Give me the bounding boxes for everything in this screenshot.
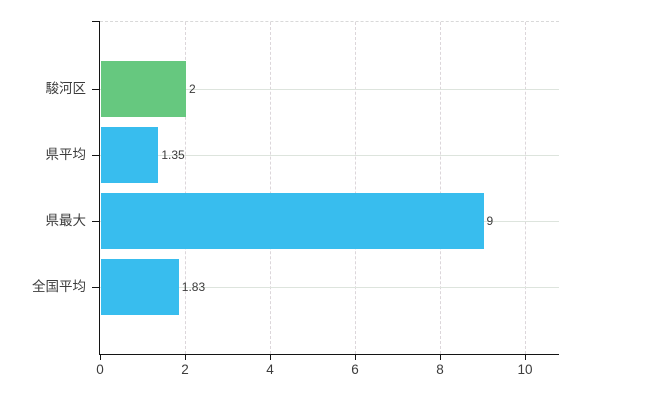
- x-axis-tick: [185, 355, 186, 360]
- bar: [101, 61, 186, 117]
- gridline-vertical: [270, 22, 271, 354]
- gridline-vertical: [355, 22, 356, 354]
- y-axis-tick: [92, 221, 100, 222]
- gridline-horizontal: [100, 155, 559, 156]
- bar-value-label: 1.83: [181, 280, 206, 294]
- x-tick-label: 0: [96, 362, 104, 377]
- gridline-vertical: [525, 22, 526, 354]
- x-tick-label: 6: [351, 362, 359, 377]
- x-axis-line: [99, 354, 559, 355]
- x-axis-tick: [525, 355, 526, 360]
- plot-top-border: [100, 21, 559, 22]
- bar: [101, 259, 179, 315]
- y-axis-end-tick: [92, 21, 100, 22]
- y-axis-tick: [92, 287, 100, 288]
- category-label: 県最大: [45, 213, 87, 228]
- x-axis-tick: [440, 355, 441, 360]
- gridline-horizontal: [100, 287, 559, 288]
- x-axis-tick: [100, 355, 101, 360]
- gridline-vertical: [185, 22, 186, 354]
- category-label: 全国平均: [32, 279, 86, 294]
- x-axis-tick: [355, 355, 356, 360]
- x-tick-label: 10: [517, 362, 533, 377]
- bar: [101, 127, 159, 183]
- x-tick-label: 8: [436, 362, 444, 377]
- bar-value-label: 2: [189, 82, 196, 96]
- y-axis-tick: [92, 155, 100, 156]
- bar-value-label: 1.35: [161, 148, 185, 162]
- y-axis-line: [99, 21, 100, 354]
- bar-value-label: 9: [486, 214, 494, 228]
- bar: [101, 193, 484, 249]
- x-axis-tick: [270, 355, 271, 360]
- gridline-horizontal: [100, 89, 559, 90]
- category-label: 駿河区: [45, 81, 87, 96]
- y-axis-tick: [92, 89, 100, 90]
- gridline-vertical: [440, 22, 441, 354]
- x-tick-label: 4: [266, 362, 274, 377]
- category-label: 県平均: [45, 147, 87, 162]
- x-tick-label: 2: [181, 362, 189, 377]
